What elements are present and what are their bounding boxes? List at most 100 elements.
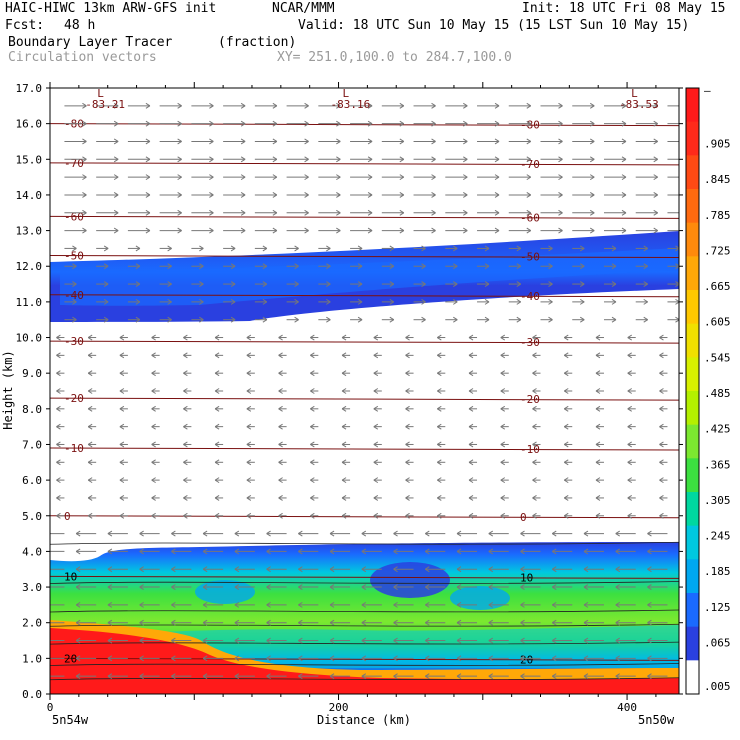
circulation-vector-head bbox=[167, 316, 172, 323]
circulation-vector-head bbox=[488, 619, 494, 626]
circulation-vector-head bbox=[463, 102, 468, 109]
circulation-vector-head bbox=[643, 281, 648, 287]
circulation-vector-head bbox=[139, 619, 144, 626]
circulation-vector-head bbox=[532, 459, 537, 466]
circulation-vector-head bbox=[520, 601, 525, 608]
circulation-vector-head bbox=[500, 512, 506, 519]
colorbar-swatch bbox=[686, 189, 699, 224]
circulation-vector-head bbox=[453, 316, 458, 323]
circulation-vector-head bbox=[82, 227, 87, 234]
circulation-vector-head bbox=[336, 120, 341, 127]
y-tick-label: 12.0 bbox=[16, 260, 43, 273]
circulation-vector-head bbox=[234, 673, 240, 680]
circulation-vector-head bbox=[494, 102, 500, 109]
circulation-vector-head bbox=[113, 138, 119, 145]
circulation-vector-head bbox=[405, 423, 410, 430]
circulation-vector-head bbox=[199, 281, 204, 287]
circulation-vector-head bbox=[139, 601, 144, 608]
circulation-vector-head bbox=[113, 192, 119, 198]
circulation-vector-head bbox=[107, 530, 113, 537]
circulation-vector-head bbox=[583, 584, 589, 590]
circulation-vector-head bbox=[171, 566, 176, 573]
circulation-vector-head bbox=[234, 637, 240, 644]
circulation-vector-head bbox=[551, 530, 557, 537]
circulation-vector-head bbox=[246, 352, 252, 359]
circulation-vector-head bbox=[329, 619, 335, 626]
circulation-vector-head bbox=[456, 619, 462, 626]
circulation-vector-head bbox=[278, 495, 283, 501]
circulation-vector-head bbox=[456, 637, 462, 644]
circulation-vector-head bbox=[563, 477, 569, 484]
circulation-vector-head bbox=[659, 495, 664, 501]
circulation-vector-head bbox=[563, 441, 569, 448]
circulation-vector-head bbox=[310, 334, 315, 341]
circulation-vector-head bbox=[647, 655, 652, 662]
circulation-vector-head bbox=[209, 227, 214, 234]
y-tick-label: 17.0 bbox=[16, 82, 43, 95]
colorbar-swatch bbox=[686, 458, 699, 493]
circulation-vector-head bbox=[298, 548, 303, 555]
circulation-vector-head bbox=[488, 637, 494, 644]
x-axis-title: Distance (km) bbox=[317, 713, 411, 727]
circulation-vector-head bbox=[399, 138, 405, 145]
circulation-vector-head bbox=[171, 601, 176, 608]
circulation-vector-head bbox=[389, 298, 395, 305]
circulation-vector-head bbox=[151, 370, 156, 377]
circulation-vector-head bbox=[488, 530, 494, 537]
circulation-vector-head bbox=[627, 477, 632, 484]
circulation-vector-head bbox=[526, 174, 532, 181]
circulation-vector-head bbox=[214, 477, 220, 484]
circulation-vector-head bbox=[326, 281, 331, 287]
circulation-vector-head bbox=[488, 601, 494, 608]
circulation-vector-head bbox=[278, 441, 283, 448]
colorbar-swatch bbox=[686, 256, 699, 291]
circulation-vector-head bbox=[500, 459, 506, 466]
circulation-vector-head bbox=[329, 584, 335, 590]
y-tick-label: 6.0 bbox=[22, 474, 42, 487]
circulation-vector-head bbox=[361, 530, 367, 537]
isotherm-label: -20 bbox=[520, 393, 540, 406]
circulation-vector-head bbox=[615, 673, 620, 680]
circulation-vector-head bbox=[437, 370, 442, 377]
circulation-vector-head bbox=[431, 120, 436, 127]
circulation-vector-head bbox=[294, 298, 299, 305]
circulation-vector-head bbox=[647, 548, 652, 555]
circulation-vector-head bbox=[298, 655, 303, 662]
circulation-vector-head bbox=[341, 459, 347, 466]
circulation-vector-head bbox=[373, 512, 379, 519]
x-start-location: 5n54w bbox=[52, 713, 89, 727]
circulation-vector-head bbox=[659, 423, 664, 430]
circulation-vector-head bbox=[145, 120, 151, 127]
circulation-vector-head bbox=[72, 281, 77, 287]
circulation-vector-head bbox=[526, 138, 532, 145]
circulation-vector-head bbox=[336, 227, 341, 234]
theta-line bbox=[50, 663, 679, 666]
circulation-vector-head bbox=[526, 102, 532, 109]
circulation-vector-head bbox=[304, 192, 309, 198]
circulation-vector-head bbox=[627, 352, 632, 359]
org-label: NCAR/MMM bbox=[272, 1, 335, 16]
circulation-vector-head bbox=[87, 334, 93, 341]
isotherm-line bbox=[50, 515, 679, 519]
circulation-vector-head bbox=[202, 637, 208, 644]
circulation-vector-head bbox=[520, 530, 525, 537]
circulation-vector-head bbox=[437, 512, 442, 519]
circulation-vector-head bbox=[145, 192, 151, 198]
circulation-vector-head bbox=[107, 548, 113, 555]
circulation-vector-head bbox=[202, 655, 208, 662]
circulation-vector-head bbox=[389, 316, 395, 323]
circulation-vector-head bbox=[298, 619, 303, 626]
circulation-vector-head bbox=[113, 209, 119, 216]
fcst-label: Fcst: bbox=[5, 18, 45, 33]
circulation-vector-head bbox=[405, 441, 410, 448]
circulation-vector-head bbox=[336, 174, 341, 181]
circulation-vector-head bbox=[119, 459, 125, 466]
circulation-vector-head bbox=[56, 441, 61, 448]
circulation-vector-head bbox=[373, 441, 379, 448]
circulation-vector-head bbox=[310, 477, 315, 484]
circulation-vector-head bbox=[56, 423, 61, 430]
colorbar-swatch bbox=[686, 323, 699, 358]
colorbar-label: .185 bbox=[704, 565, 731, 578]
colorbar-label: .245 bbox=[704, 530, 731, 543]
circulation-vector-head bbox=[589, 138, 595, 145]
